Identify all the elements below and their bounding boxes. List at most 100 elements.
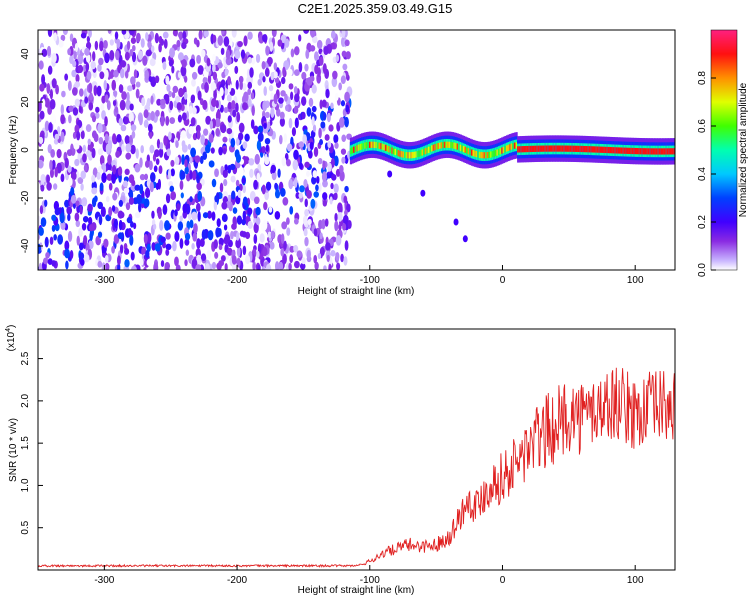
heatmap-cell — [568, 145, 571, 152]
heatmap-cell — [104, 94, 109, 103]
heatmap-cell — [226, 128, 233, 135]
heatmap-cell — [181, 140, 186, 148]
heatmap-cell — [334, 92, 339, 101]
heatmap-cell — [85, 62, 90, 72]
heatmap-cell — [196, 129, 201, 140]
heatmap-cell — [202, 212, 209, 219]
heatmap-cell — [231, 30, 237, 38]
heatmap-cell — [316, 175, 320, 184]
heatmap-cell — [341, 156, 346, 164]
heatmap-cell — [97, 63, 102, 72]
heatmap-cell — [343, 256, 348, 266]
snr-series-line — [38, 367, 675, 569]
heatmap-cell — [306, 77, 313, 86]
heatmap-cell — [119, 68, 125, 79]
heatmap-cell — [237, 40, 243, 48]
heatmap-cell — [302, 215, 308, 226]
heatmap-cell — [431, 145, 434, 152]
heatmap-cell — [658, 148, 662, 155]
heatmap-cell — [642, 148, 646, 155]
heatmap-cell — [156, 138, 161, 149]
heatmap-cell — [517, 146, 520, 153]
heatmap-cell — [407, 152, 410, 159]
heatmap-cell — [281, 156, 287, 167]
heatmap-cell — [399, 150, 402, 157]
heatmap-cell — [120, 76, 125, 85]
heatmap-cell — [38, 60, 44, 70]
heatmap-cell — [196, 238, 201, 249]
heatmap-cell — [344, 185, 349, 193]
heatmap-cell — [129, 234, 134, 246]
heatmap-cell — [572, 145, 576, 152]
heatmap-cell — [339, 170, 345, 182]
heatmap-cell — [293, 86, 298, 94]
heatmap-cell — [241, 177, 246, 184]
heatmap-cell — [156, 98, 162, 106]
heatmap-cell — [561, 145, 564, 152]
heatmap-cell — [92, 70, 97, 79]
heatmap-cell — [197, 90, 202, 101]
heatmap-cell — [44, 236, 49, 248]
heatmap-cell — [139, 183, 144, 195]
heatmap-cell — [426, 147, 429, 154]
heatmap-cell — [203, 138, 209, 147]
heatmap-cell — [291, 30, 297, 34]
heatmap-cell — [264, 67, 270, 77]
heatmap-y-ticks: -40 -20 0 20 40 — [20, 48, 43, 253]
heatmap-cell — [222, 147, 227, 155]
heatmap-cell — [290, 136, 294, 147]
heatmap-cell — [193, 37, 198, 45]
heatmap-cell — [78, 227, 83, 237]
heatmap-cell — [162, 31, 169, 39]
heatmap-cell — [191, 71, 198, 80]
heatmap-cell — [434, 144, 437, 151]
snr-y-multiplier: (x104) — [5, 325, 17, 352]
heatmap-cell — [97, 201, 104, 210]
heatmap-cell — [335, 251, 340, 261]
heatmap-cell — [306, 189, 312, 199]
heatmap-cell — [257, 78, 262, 86]
heatmap-cell — [155, 109, 160, 117]
heatmap-cell — [79, 88, 84, 97]
heatmap-cell — [268, 206, 273, 213]
heatmap-cell — [598, 146, 601, 153]
heatmap-cell — [341, 50, 347, 58]
heatmap-cell — [180, 130, 187, 139]
heatmap-cell — [58, 39, 64, 48]
heatmap-cell — [279, 111, 285, 120]
heatmap-cell — [217, 35, 223, 46]
heatmap-cell — [128, 197, 135, 205]
heatmap-cell — [212, 64, 216, 73]
heatmap-cell — [51, 214, 57, 222]
heatmap-cell — [85, 54, 91, 63]
heatmap-cell — [103, 238, 109, 248]
heatmap-cell — [101, 172, 107, 184]
heatmap-y-tick-label: 20 — [20, 96, 31, 108]
heatmap-cell — [280, 34, 286, 44]
heatmap-cell — [536, 145, 539, 152]
heatmap-cell — [253, 125, 259, 135]
heatmap-cell — [193, 223, 198, 234]
heatmap-cell — [223, 224, 228, 231]
heatmap-cell — [410, 152, 413, 159]
heatmap-cell — [206, 57, 211, 67]
heatmap-cell — [210, 147, 215, 154]
heatmap-cell — [60, 131, 65, 142]
heatmap-cell — [321, 218, 326, 230]
heatmap-cell — [104, 116, 108, 127]
heatmap-cell — [174, 256, 179, 267]
heatmap-marks — [38, 30, 675, 270]
heatmap-cell — [641, 148, 644, 155]
heatmap-cell — [340, 253, 344, 263]
heatmap-cell — [199, 155, 204, 165]
heatmap-cell — [134, 184, 141, 191]
heatmap-cell — [206, 249, 212, 260]
heatmap-cell — [155, 182, 160, 191]
heatmap-cell — [98, 57, 104, 66]
heatmap-cell — [124, 116, 129, 125]
heatmap-cell — [528, 145, 531, 153]
heatmap-cell — [131, 130, 136, 139]
colorbar-tick-label: 0.0 — [697, 263, 708, 277]
heatmap-cell — [160, 38, 165, 46]
heatmap-cell — [491, 151, 494, 158]
